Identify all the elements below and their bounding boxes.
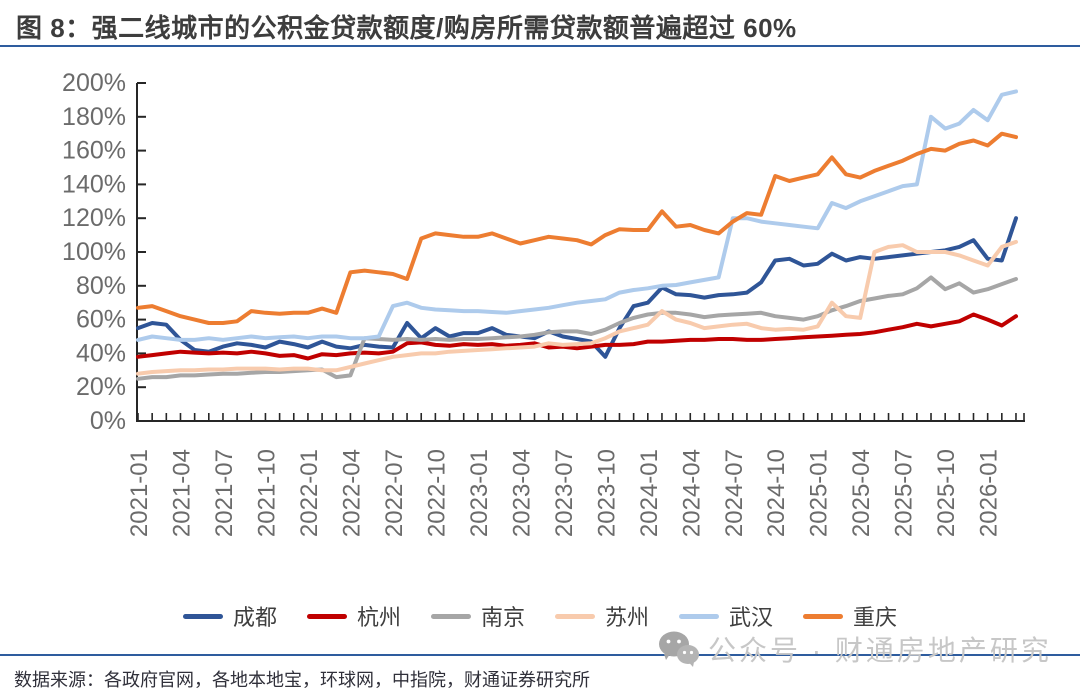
footer-divider [0, 654, 1080, 656]
series-line [136, 239, 1018, 376]
y-tick-label: 100% [62, 238, 126, 266]
x-tick-label: 2024-07 [721, 449, 748, 537]
x-tick-label: 2024-01 [636, 449, 663, 537]
x-tick-label: 2024-10 [763, 449, 790, 537]
x-tick-label: 2022-10 [423, 449, 450, 537]
legend-item: 杭州 [306, 600, 401, 632]
legend-swatch [430, 613, 471, 619]
x-tick-label: 2025-10 [933, 449, 960, 537]
legend-label: 成都 [232, 605, 277, 630]
x-tick-label: 2025-04 [848, 449, 875, 537]
wechat-icon [659, 631, 699, 667]
y-tick-label: 200% [62, 69, 126, 97]
series-line [136, 89, 1018, 342]
legend-label: 重庆 [853, 605, 898, 630]
chart-legend: 成都 杭州 南京 苏州 武汉 重庆 [0, 600, 1080, 632]
legend-swatch [182, 613, 223, 619]
series-line [136, 275, 1018, 381]
x-tick-label: 2022-04 [338, 449, 365, 537]
x-tick-label: 2023-01 [466, 449, 493, 537]
legend-item: 武汉 [679, 600, 773, 632]
y-tick-label: 0% [90, 407, 126, 435]
x-tick-label: 2026-01 [976, 449, 1003, 537]
y-tick-label: 180% [62, 103, 126, 131]
legend-label: 苏州 [605, 605, 650, 630]
legend-label: 武汉 [729, 605, 774, 630]
legend-item: 重庆 [803, 600, 897, 632]
legend-item: 苏州 [555, 600, 649, 632]
legend-item: 成都 [182, 600, 277, 632]
x-tick-label: 2021-01 [126, 449, 153, 537]
title-divider [0, 45, 1080, 47]
watermark-text: 公众号 · 财通房地产研究 [708, 635, 1052, 666]
x-axis-ticks: 2021-01 2021-04 2021-07 2021-10 2022-01 2022-… [126, 413, 1025, 537]
figure-title: 图 8：强二线城市的公积金贷款额度/购房所需贷款额普遍超过 60% [16, 13, 797, 43]
legend-label: 杭州 [356, 605, 401, 630]
x-tick-label: 2023-10 [593, 449, 620, 537]
x-tick-label: 2023-07 [551, 449, 578, 537]
legend-swatch [306, 613, 347, 619]
x-tick-label: 2025-07 [891, 449, 918, 537]
legend-swatch [679, 613, 720, 619]
legend-item: 南京 [430, 600, 525, 632]
legend-label: 南京 [480, 605, 525, 630]
legend-swatch [803, 613, 844, 619]
series-line [136, 216, 1018, 359]
series-line [136, 131, 1018, 325]
x-tick-label: 2024-04 [678, 449, 705, 537]
x-tick-label: 2025-01 [806, 449, 833, 537]
x-tick-label: 2021-10 [253, 449, 280, 537]
x-tick-label: 2023-04 [508, 449, 535, 537]
y-tick-label: 160% [62, 137, 126, 165]
y-tick-label: 80% [76, 272, 126, 300]
y-tick-label: 140% [62, 170, 126, 198]
y-axis-ticks: 0% 20% 40% 60% 80% 100% 120% 140% 160% 180% 200% [62, 69, 146, 435]
series-line [136, 312, 1018, 361]
x-tick-label: 2022-07 [381, 449, 408, 537]
y-tick-label: 120% [62, 204, 126, 232]
line-chart: 0% 20% 40% 60% 80% 100% 120% 140% 160% 180% 200% 20… [62, 69, 1025, 537]
legend-swatch [555, 613, 595, 619]
y-tick-label: 60% [76, 306, 126, 334]
watermark: 公众号 · 财通房地产研究 [658, 630, 1052, 668]
x-tick-label: 2021-07 [211, 449, 238, 537]
data-source: 数据来源：各政府官网，各地本地宝，环球网，中指院，财通证券研究所 [14, 670, 590, 690]
x-tick-label: 2021-04 [168, 449, 195, 537]
x-tick-label: 2022-01 [296, 449, 323, 537]
y-tick-label: 20% [76, 373, 126, 401]
y-tick-label: 40% [76, 339, 126, 367]
